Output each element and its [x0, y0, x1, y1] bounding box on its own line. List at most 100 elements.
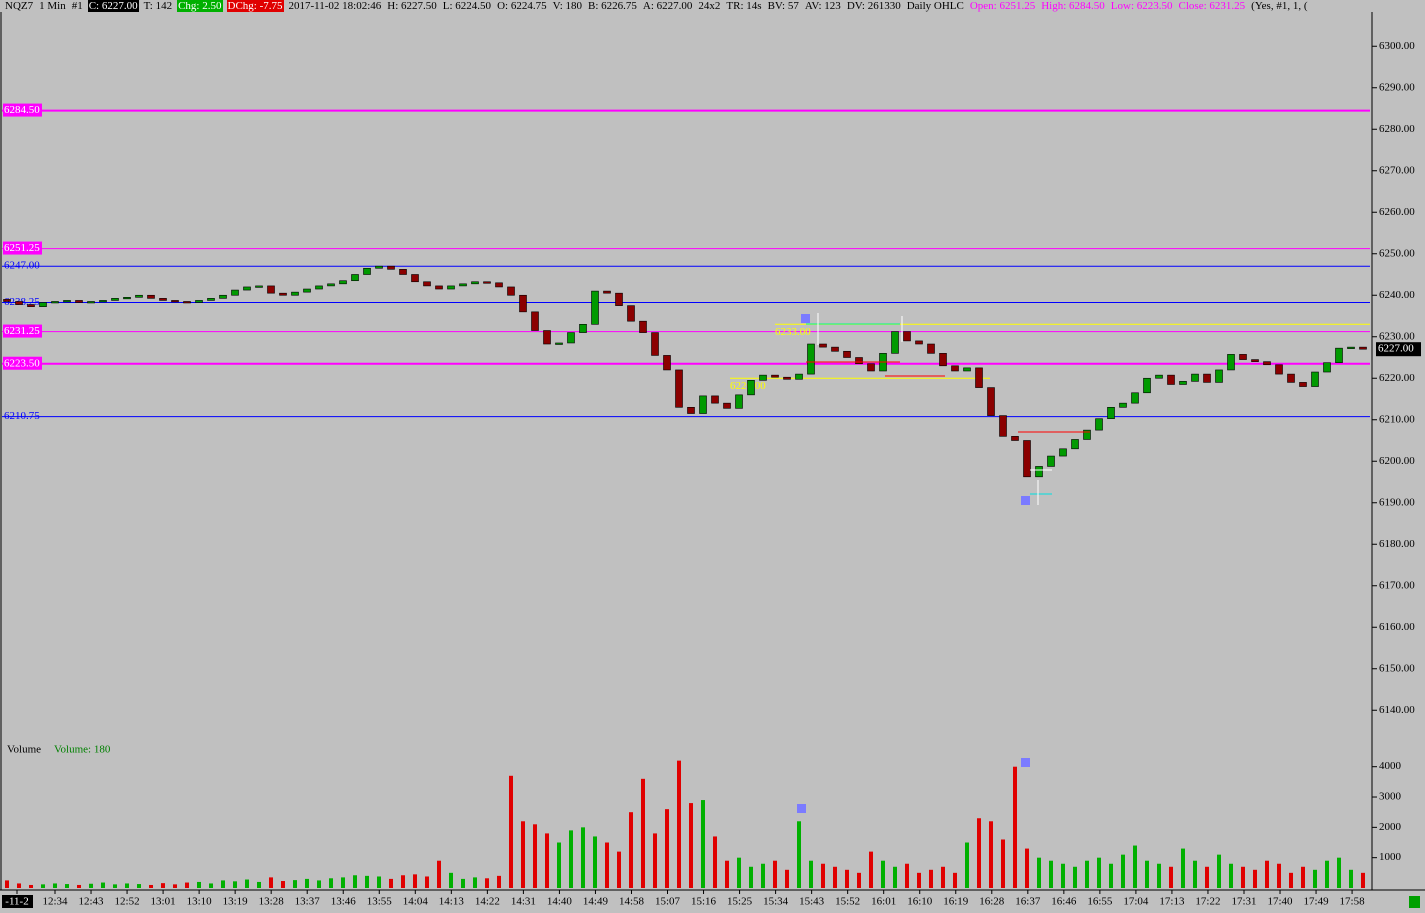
x-tick-label: 16:46	[1051, 896, 1077, 908]
y-tick-label: 6150.00	[1379, 662, 1415, 674]
candle	[1347, 346, 1355, 349]
volume-bar	[1349, 869, 1353, 888]
volume-bar	[689, 803, 693, 888]
candle	[591, 290, 599, 325]
volume-bar	[869, 851, 873, 888]
candle	[567, 332, 575, 344]
candle	[1023, 440, 1031, 478]
x-tick-label: 15:16	[691, 896, 717, 908]
candle	[147, 294, 155, 299]
volume-bar	[1289, 872, 1293, 888]
volume-bar	[29, 884, 33, 888]
level-label-box	[3, 356, 42, 370]
candle	[243, 286, 251, 291]
x-tick-label: 13:46	[331, 896, 357, 908]
candle	[303, 288, 311, 293]
av: AV: 123	[804, 0, 841, 12]
volume-bar	[233, 881, 237, 888]
candle	[867, 363, 875, 372]
candle	[639, 320, 647, 333]
volume-bar	[1241, 866, 1245, 888]
volume-bar	[881, 860, 885, 888]
volume-bar	[377, 876, 381, 888]
volume-bar	[785, 869, 789, 888]
size: 24x2	[698, 0, 721, 12]
volume-bar	[1181, 848, 1185, 888]
candle	[795, 373, 803, 380]
candle	[183, 301, 191, 304]
volume-bar	[401, 875, 405, 888]
signal-square	[797, 804, 806, 813]
candle	[75, 300, 83, 303]
price-marker: 6227.00	[1378, 343, 1414, 355]
volume-bar	[1001, 839, 1005, 888]
candle	[579, 323, 587, 333]
volume-bar	[1217, 854, 1221, 888]
volume-bar	[65, 884, 69, 888]
volume: V: 180	[552, 0, 582, 12]
volume-bar	[41, 884, 45, 888]
x-tick-label: 12:43	[78, 896, 104, 908]
tr: TR: 14s	[726, 0, 762, 12]
candle	[111, 298, 119, 301]
header: NQZ7 1 Min #1 C: 6227.00 T: 142 Chg: 2.50 DChg…	[4, 0, 1425, 12]
candle	[375, 265, 383, 269]
candle	[675, 369, 683, 408]
volume-bar	[1109, 863, 1113, 888]
candle	[327, 283, 335, 287]
y-tick-label: 6260.00	[1379, 206, 1415, 218]
interval: 1 Min	[39, 0, 66, 12]
ask: A: 6227.00	[642, 0, 693, 12]
x-tick-label: 17:31	[1231, 896, 1256, 908]
candle	[735, 394, 743, 409]
level-label: 6223.50	[4, 357, 40, 369]
volume-bar	[1169, 866, 1173, 888]
y-tick-label: 4000	[1379, 760, 1402, 772]
volume-bar	[125, 883, 129, 888]
candle	[1035, 466, 1043, 478]
candle	[1227, 354, 1235, 371]
x-tick-label: 16:19	[943, 896, 969, 908]
volume-bar	[149, 884, 153, 888]
bv: BV: 57	[767, 0, 799, 12]
volume-bar	[1121, 854, 1125, 888]
x-tick-label: 13:10	[187, 896, 213, 908]
volume-bar	[713, 836, 717, 888]
volume-bar	[329, 878, 333, 888]
volume-bar	[833, 866, 837, 888]
volume-bar	[17, 883, 21, 888]
volume-bar	[281, 881, 285, 888]
date-box	[2, 895, 33, 908]
candle	[1311, 371, 1319, 387]
daily-close: Close: 6231.25	[1178, 0, 1246, 12]
candle	[651, 332, 659, 356]
volume-bar	[1193, 860, 1197, 888]
x-tick-label: 13:55	[367, 896, 393, 908]
candle	[267, 285, 275, 294]
volume-bar	[1277, 863, 1281, 888]
volume-bar	[545, 833, 549, 888]
candle	[387, 265, 395, 270]
x-tick-label: 17:04	[1123, 896, 1149, 908]
volume-bar	[365, 875, 369, 888]
volume-bar	[1229, 863, 1233, 888]
volume-bar	[485, 878, 489, 888]
candle	[891, 331, 899, 354]
volume-bar	[449, 872, 453, 888]
candle	[1299, 382, 1307, 387]
level-label-box	[3, 241, 42, 255]
candle	[759, 374, 767, 381]
x-tick-label: 16:01	[871, 896, 896, 908]
volume-bar	[257, 881, 261, 888]
x-tick-label: 12:34	[42, 896, 68, 908]
x-tick-label: 17:49	[1304, 896, 1330, 908]
volume-value: Volume: 180	[54, 744, 111, 756]
candle	[99, 300, 107, 303]
candle	[699, 395, 707, 414]
candle	[1071, 439, 1079, 450]
candle	[687, 406, 695, 414]
x-tick-label: 16:28	[979, 896, 1005, 908]
x-tick-label: 15:43	[799, 896, 825, 908]
candle	[171, 300, 179, 303]
volume-bar	[1157, 863, 1161, 888]
